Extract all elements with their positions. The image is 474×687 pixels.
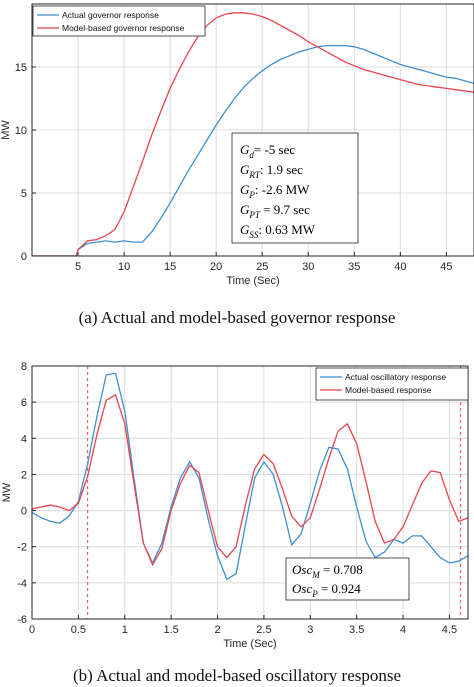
y-tick-label: 10 <box>15 125 27 137</box>
x-tick-label: 10 <box>118 261 130 273</box>
annotation-symbol: Osc <box>292 581 312 596</box>
x-tick-label: 1 <box>122 624 128 636</box>
annotation-subscript: P <box>311 589 318 599</box>
y-axis-label: MW <box>1 482 13 502</box>
annotation-subscript: SS <box>249 230 259 240</box>
x-tick-label: 25 <box>256 261 268 273</box>
plot-frame <box>31 3 474 257</box>
x-tick-label: 5 <box>75 261 81 273</box>
x-tick-label: 0 <box>29 624 35 636</box>
x-tick-label: 35 <box>348 261 360 273</box>
figure-caption: (a) Actual and model-based governor resp… <box>79 308 396 327</box>
annotation-symbol: G <box>240 182 250 197</box>
y-tick-label: 15 <box>15 62 27 74</box>
chart-oscillatory: 0 0.5 1 1.5 2 2.5 3 3.5 4 4.5 -6 -4 -2 0 2 4 6 8 Time (Sec… <box>1 361 469 685</box>
annotation-subscript: PT <box>248 210 260 220</box>
x-tick-label: 45 <box>440 261 452 273</box>
y-tick-label: 0 <box>21 251 27 263</box>
annotation-value: : 0.63 MW <box>258 222 315 237</box>
annotation-value: = 9.7 sec <box>260 202 310 217</box>
annotation-value: = 0.708 <box>320 562 363 577</box>
annotation-symbol: Osc <box>292 562 312 577</box>
annotation-symbol: G <box>240 222 250 237</box>
annotation-subscript: M <box>311 570 320 580</box>
y-tick-label: 4 <box>21 433 27 445</box>
y-tick-label: 8 <box>21 361 27 373</box>
y-tick-label: -4 <box>17 578 27 590</box>
x-tick-label: 30 <box>302 261 314 273</box>
series-line-actual <box>32 372 468 581</box>
legend-label: Model-based governor response <box>62 23 185 33</box>
annotation-line: Gd= -5 sec <box>240 142 295 160</box>
y-tick-label: 5 <box>21 188 27 200</box>
legend: Actual oscillatory response Model-based r… <box>315 367 469 401</box>
annotation-subscript: RT <box>248 170 260 180</box>
x-tick-label: 2.5 <box>256 624 271 636</box>
chart-governor: 5 10 15 20 25 30 35 40 45 0 5 10 15 Time (Sec) MW Actua… <box>0 3 474 327</box>
annotation-value: = 0.924 <box>318 581 362 596</box>
y-tick-label: -2 <box>17 542 27 554</box>
annotation-subscript: P <box>248 190 255 200</box>
annotation-value: = -5 sec <box>254 142 295 157</box>
figure-caption: (b) Actual and model-based oscillatory r… <box>73 666 401 685</box>
x-tick-label: 20 <box>210 261 222 273</box>
y-axis-label: MW <box>0 120 12 140</box>
x-axis-label: Time (Sec) <box>223 638 276 650</box>
x-tick-label: 4 <box>400 624 406 636</box>
legend-label: Model-based response <box>345 385 432 395</box>
annotation-symbol: G <box>240 142 250 157</box>
annotation-line: OscP = 0.924 <box>292 581 361 599</box>
annotation-subscript: d <box>249 150 254 160</box>
y-tick-label: -6 <box>17 614 27 626</box>
x-tick-label: 3.5 <box>349 624 364 636</box>
series-line-model <box>32 12 474 256</box>
legend: Actual governor response Model-based gove… <box>32 5 206 37</box>
y-tick-label: 0 <box>21 506 27 518</box>
x-tick-label: 3 <box>307 624 313 636</box>
y-tick-label: 2 <box>21 469 27 481</box>
annotation-line: GP: -2.6 MW <box>240 182 310 200</box>
annotation-line: GRT: 1.9 sec <box>240 162 303 180</box>
annotation-line: GPT = 9.7 sec <box>240 202 310 220</box>
x-tick-label: 40 <box>394 261 406 273</box>
annotation-value: : 1.9 sec <box>260 162 303 177</box>
x-tick-label: 2 <box>214 624 220 636</box>
legend-box <box>315 367 469 401</box>
x-tick-label: 0.5 <box>71 624 86 636</box>
x-axis-label: Time (Sec) <box>226 275 279 287</box>
plot-frame <box>31 365 469 620</box>
annotation-value: : -2.6 MW <box>255 182 310 197</box>
x-tick-label: 4.5 <box>442 624 457 636</box>
x-tick-label: 1.5 <box>164 624 179 636</box>
annotation-line: GSS: 0.63 MW <box>240 222 316 240</box>
annotation-frame <box>285 557 410 601</box>
annotation-symbol: G <box>240 162 250 177</box>
annotation-line: OscM = 0.708 <box>292 562 363 580</box>
legend-label: Actual governor response <box>62 10 159 20</box>
annotation-symbol: G <box>240 202 250 217</box>
y-tick-label: 6 <box>21 397 27 409</box>
x-tick-label: 15 <box>164 261 176 273</box>
series-line-actual <box>32 44 474 256</box>
legend-label: Actual oscillatory response <box>345 372 446 382</box>
series-line-model <box>32 393 468 567</box>
annotation-frame <box>231 132 359 244</box>
legend-box <box>32 5 206 37</box>
